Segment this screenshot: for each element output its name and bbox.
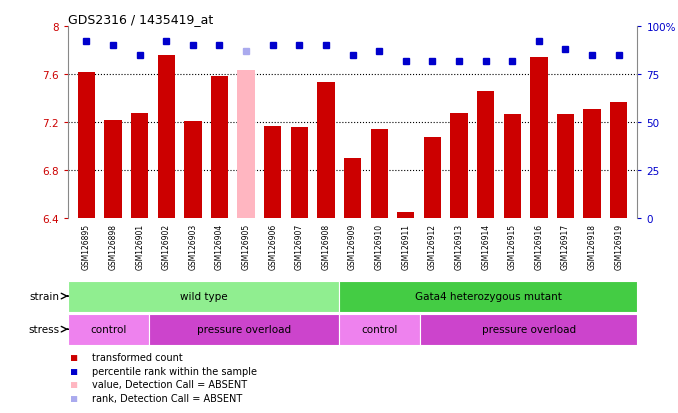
- Text: control: control: [361, 324, 398, 335]
- Text: transformed count: transformed count: [92, 352, 182, 362]
- Text: Gata4 heterozygous mutant: Gata4 heterozygous mutant: [415, 291, 561, 301]
- Bar: [211, 77, 228, 219]
- Bar: [477, 92, 494, 219]
- Text: GSM126903: GSM126903: [188, 224, 197, 270]
- Bar: [317, 83, 335, 219]
- Text: GSM126914: GSM126914: [481, 224, 490, 270]
- Text: ■: ■: [71, 352, 78, 362]
- Bar: [584, 110, 601, 219]
- Text: GSM126901: GSM126901: [135, 224, 144, 270]
- Bar: [530, 58, 548, 219]
- Bar: [237, 71, 255, 219]
- Text: GSM126904: GSM126904: [215, 224, 224, 270]
- Bar: [68, 314, 149, 345]
- Text: ■: ■: [71, 380, 78, 389]
- Bar: [397, 213, 414, 219]
- Bar: [184, 122, 201, 219]
- Text: GSM126906: GSM126906: [268, 224, 277, 270]
- Text: GDS2316 / 1435419_at: GDS2316 / 1435419_at: [68, 13, 213, 26]
- Bar: [68, 281, 339, 312]
- Text: rank, Detection Call = ABSENT: rank, Detection Call = ABSENT: [92, 393, 242, 403]
- Text: GSM126918: GSM126918: [588, 224, 597, 270]
- Text: GSM126915: GSM126915: [508, 224, 517, 270]
- Text: GSM126913: GSM126913: [454, 224, 464, 270]
- Text: control: control: [90, 324, 127, 335]
- Text: GSM126909: GSM126909: [348, 224, 357, 270]
- Bar: [104, 121, 121, 219]
- Bar: [504, 114, 521, 219]
- Text: GSM126905: GSM126905: [241, 224, 251, 270]
- Bar: [291, 128, 308, 219]
- Text: GSM126912: GSM126912: [428, 224, 437, 270]
- Text: GSM126895: GSM126895: [82, 224, 91, 270]
- Text: GSM126919: GSM126919: [614, 224, 623, 270]
- Text: wild type: wild type: [180, 291, 227, 301]
- Text: percentile rank within the sample: percentile rank within the sample: [92, 366, 256, 376]
- Bar: [557, 114, 574, 219]
- Text: value, Detection Call = ABSENT: value, Detection Call = ABSENT: [92, 380, 247, 389]
- Bar: [450, 113, 468, 219]
- Text: ■: ■: [71, 366, 78, 376]
- Bar: [149, 314, 339, 345]
- Bar: [131, 113, 148, 219]
- Bar: [344, 159, 361, 219]
- Text: GSM126907: GSM126907: [295, 224, 304, 270]
- Text: stress: stress: [28, 324, 60, 335]
- Text: GSM126902: GSM126902: [162, 224, 171, 270]
- Bar: [157, 56, 175, 219]
- Bar: [424, 137, 441, 219]
- Text: pressure overload: pressure overload: [197, 324, 291, 335]
- Bar: [370, 130, 388, 219]
- Text: strain: strain: [30, 291, 60, 301]
- Bar: [78, 72, 95, 219]
- Text: pressure overload: pressure overload: [482, 324, 576, 335]
- Text: GSM126911: GSM126911: [401, 224, 410, 270]
- Bar: [610, 102, 627, 219]
- Text: GSM126917: GSM126917: [561, 224, 570, 270]
- Bar: [420, 314, 637, 345]
- Bar: [339, 281, 637, 312]
- Bar: [339, 314, 420, 345]
- Text: GSM126898: GSM126898: [108, 224, 117, 270]
- Text: GSM126910: GSM126910: [375, 224, 384, 270]
- Text: ■: ■: [71, 393, 78, 403]
- Text: GSM126908: GSM126908: [321, 224, 330, 270]
- Text: GSM126916: GSM126916: [534, 224, 543, 270]
- Bar: [264, 126, 281, 219]
